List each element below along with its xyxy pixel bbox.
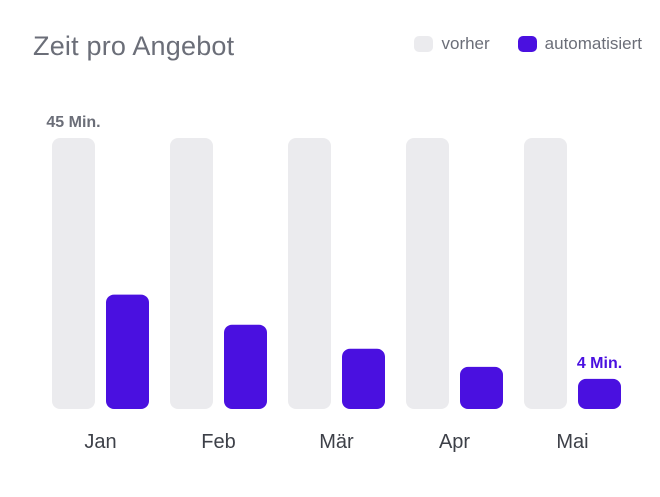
chart-legend: vorher automatisiert — [414, 34, 642, 54]
data-label-vorher-jan: 45 Min. — [46, 114, 100, 131]
bar-automatisiert-maer — [342, 348, 385, 409]
data-label-automatisiert-mai: 4 Min. — [577, 355, 622, 372]
bar-automatisiert-apr — [460, 366, 503, 409]
bar-vorher-mai — [524, 138, 567, 409]
legend-label-vorher: vorher — [441, 34, 490, 53]
legend-swatch-vorher — [414, 36, 434, 52]
legend-label-automatisiert: automatisiert — [544, 34, 642, 53]
bar-automatisiert-mai — [578, 378, 621, 409]
legend-swatch-automatisiert — [517, 36, 537, 52]
x-tick-label-apr: Apr — [439, 431, 470, 453]
bar-vorher-jan — [52, 138, 95, 409]
chart-title: Zeit pro Angebot — [33, 31, 235, 61]
bar-vorher-feb — [170, 138, 213, 409]
bar-vorher-apr — [406, 138, 449, 409]
bar-vorher-maer — [288, 138, 331, 409]
x-tick-label-mai: Mai — [556, 431, 588, 453]
x-tick-label-maer: Mär — [319, 431, 354, 453]
x-tick-label-jan: Jan — [84, 431, 116, 453]
legend-item-vorher: vorher — [414, 34, 490, 54]
legend-item-automatisiert: automatisiert — [517, 34, 642, 54]
bar-automatisiert-jan — [106, 294, 149, 409]
x-tick-label-feb: Feb — [201, 431, 235, 453]
bar-automatisiert-feb — [224, 324, 267, 409]
